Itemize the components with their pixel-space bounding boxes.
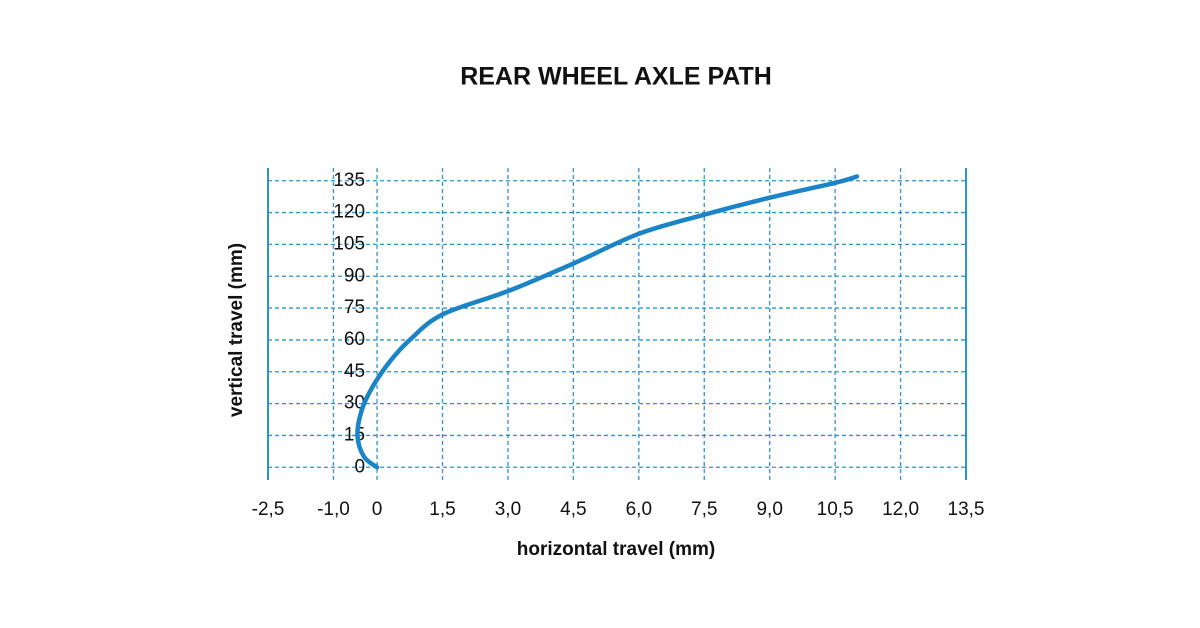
- y-tick-label: 135: [333, 170, 365, 191]
- chart-title: REAR WHEEL AXLE PATH: [460, 63, 772, 91]
- y-tick-label: 45: [344, 361, 365, 382]
- x-tick-label: 13,5: [948, 499, 985, 520]
- x-tick-label: 10,5: [817, 499, 854, 520]
- x-tick-label: 7,5: [691, 499, 717, 520]
- x-tick-label: 6,0: [626, 499, 652, 520]
- x-tick-label: 0: [372, 499, 383, 520]
- y-tick-label: 15: [344, 424, 365, 445]
- x-axis-label: horizontal travel (mm): [517, 539, 715, 560]
- y-tick-label: 120: [333, 202, 365, 223]
- x-tick-label: 9,0: [756, 499, 782, 520]
- y-tick-label: 105: [333, 233, 365, 254]
- y-tick-label: 90: [344, 265, 365, 286]
- y-tick-label: 75: [344, 297, 365, 318]
- y-tick-label: 60: [344, 329, 365, 350]
- y-tick-label: 30: [344, 393, 365, 414]
- x-tick-label: 4,5: [560, 499, 586, 520]
- x-tick-label: 3,0: [495, 499, 521, 520]
- x-tick-label: 1,5: [429, 499, 455, 520]
- x-tick-label: -2,5: [252, 499, 285, 520]
- x-tick-label: 12,0: [882, 499, 919, 520]
- y-tick-label: 0: [354, 456, 365, 477]
- y-axis-label: vertical travel (mm): [226, 243, 247, 417]
- x-tick-label: -1,0: [317, 499, 350, 520]
- line-series: [355, 174, 860, 470]
